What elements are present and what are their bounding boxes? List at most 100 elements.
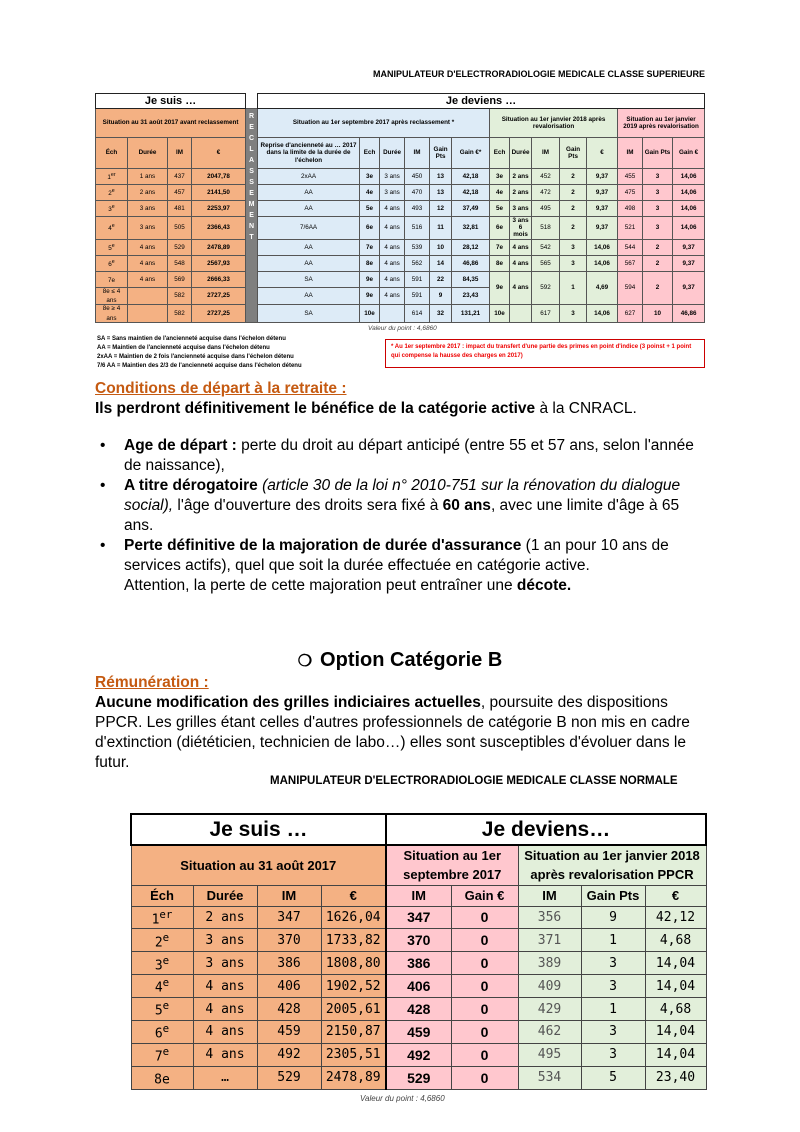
cell: 8e (489, 254, 511, 272)
echelon-cell: 3e (130, 951, 194, 976)
cell: 1 (559, 270, 588, 306)
cell: 2727,25 (190, 304, 247, 323)
echelon-cell: 3e (95, 200, 128, 217)
cell: 28,12 (451, 238, 491, 256)
bullet-icon: • (100, 437, 106, 454)
cell: 406 (256, 974, 322, 999)
cell: 428 (256, 997, 322, 1021)
echelon-number: 1 (107, 173, 111, 181)
echelon-cell: 4e (95, 216, 128, 240)
point-value-2: Valeur du point : 4,6860 (360, 1093, 445, 1103)
cell: 2 (559, 184, 588, 201)
cell: AA (257, 184, 361, 201)
cell: 42,12 (644, 905, 707, 930)
cell: 2 (559, 168, 588, 185)
echelon-cell: 7e (130, 1042, 194, 1067)
cell: 437 (167, 168, 192, 185)
cell: 23,40 (644, 1065, 707, 1090)
cell: 2253,97 (190, 200, 247, 217)
cell: SA (257, 304, 361, 323)
cell: 1 (580, 928, 646, 953)
cell: 493 (404, 200, 431, 217)
cell: 12 (429, 200, 453, 217)
remuneration-heading: Rémunération : (95, 673, 707, 693)
column-header: Ech (359, 137, 381, 169)
cell: 542 (531, 238, 561, 256)
situation-aout-2017: Situation au 31 août 2017 (130, 844, 387, 886)
cell: 9,37 (586, 168, 619, 185)
cell: 1626,04 (320, 905, 387, 930)
footnote-box: * Au 1er septembre 2017 : impact du tran… (385, 338, 705, 368)
echelon-cell: 1er (130, 905, 194, 930)
cell: 529 (385, 1065, 452, 1090)
cell: 4,68 (644, 997, 707, 1021)
cell: 42,18 (451, 168, 491, 185)
echelon-number: 2 (154, 935, 163, 950)
bullet-icon: • (100, 537, 106, 554)
header-je-suis: Je suis … (130, 813, 387, 846)
echelon-suffix: er (110, 171, 116, 178)
cell: 22 (429, 270, 453, 288)
echelon-cell: 6e (130, 1019, 194, 1044)
cell: 4 ans (192, 974, 258, 999)
column-header: Durée (192, 884, 258, 907)
table-row: 1er 1 ans 437 2047,78 2xAA 3e 3 ans 450 13 42,18 3… (95, 168, 706, 185)
cell: 11 (429, 216, 453, 240)
cell: 521 (617, 216, 644, 240)
remuneration-section: Rémunération : Aucune modification des g… (95, 673, 707, 1104)
cell: 498 (617, 200, 644, 217)
column-header: Ech (489, 137, 511, 169)
echelon-cell: 6e (95, 254, 128, 272)
echelon-number: 8e ≥ 4 ans (102, 305, 121, 322)
cell: 9 (429, 286, 453, 306)
bullet-bold: Perte définitive de la majoration de dur… (124, 537, 522, 554)
cell: 14,06 (672, 168, 706, 185)
column-header: € (586, 137, 619, 169)
bullet-text: , avec une limite d'âge à 65 ans. (124, 497, 680, 534)
cell: 389 (517, 951, 582, 976)
cell: 6e (359, 216, 381, 240)
cell (379, 304, 406, 323)
legend-row: SA = Sans maintien de l'ancienneté acqui… (95, 335, 705, 371)
cell: 4 ans (192, 1019, 258, 1044)
rem-text: , poursuite des dispositions PPCR. Les g… (95, 694, 690, 771)
cell: 495 (531, 200, 561, 217)
table-row: 7e 4 ans 492 2305,51 492 0 495 3 14,04 (130, 1042, 707, 1067)
cell: 1902,52 (320, 974, 387, 999)
cell: 2047,78 (190, 168, 247, 185)
cell: 370 (385, 928, 452, 953)
cell: 462 (517, 1019, 582, 1044)
cell: AA (257, 286, 361, 306)
cell: 386 (256, 951, 322, 976)
cell: 565 (531, 254, 561, 272)
cell: 2xAA (257, 168, 361, 185)
cell: 4 ans (192, 997, 258, 1021)
table-row: 7e 4 ans 569 2666,33 SA 9e 4 ans 591 22 84,35 9e 4 … (95, 270, 706, 306)
cell: 544 (617, 238, 644, 256)
cell: 3 (559, 238, 588, 256)
column-header: Gain € (450, 884, 519, 907)
cell: 4 ans (509, 270, 533, 306)
cell: 0 (450, 951, 519, 976)
cell: 2 (642, 254, 674, 272)
legend-abbreviations: SA = Sans maintien de l'ancienneté acqui… (95, 335, 375, 371)
table-row: 3e 3 ans 481 2253,97 AA 5e 4 ans 493 12 37,49 5e 3 … (95, 200, 706, 217)
bullet-bold: A titre dérogatoire (124, 477, 258, 494)
cell: 505 (167, 216, 192, 240)
cell: 3 ans (192, 951, 258, 976)
cell: 3 (580, 951, 646, 976)
cell: 46,86 (451, 254, 491, 272)
situation-sept-2017: Situation au 1er septembre 2017 après re… (257, 108, 491, 138)
column-header: € (190, 137, 247, 169)
echelon-suffix: er (159, 907, 173, 921)
cell: 518 (531, 216, 561, 240)
legend-item: 7/6 AA = Maintien des 2/3 de l'anciennet… (97, 362, 302, 369)
echelon-cell: 2e (130, 928, 194, 953)
heading-text: Conditions de départ à la retraite : (95, 380, 347, 397)
cell: 406 (385, 974, 452, 999)
cell: 1733,82 (320, 928, 387, 953)
cell: 9e (359, 286, 381, 306)
cell: 2 (559, 200, 588, 217)
cell: 457 (167, 184, 192, 201)
cell: 0 (450, 997, 519, 1021)
